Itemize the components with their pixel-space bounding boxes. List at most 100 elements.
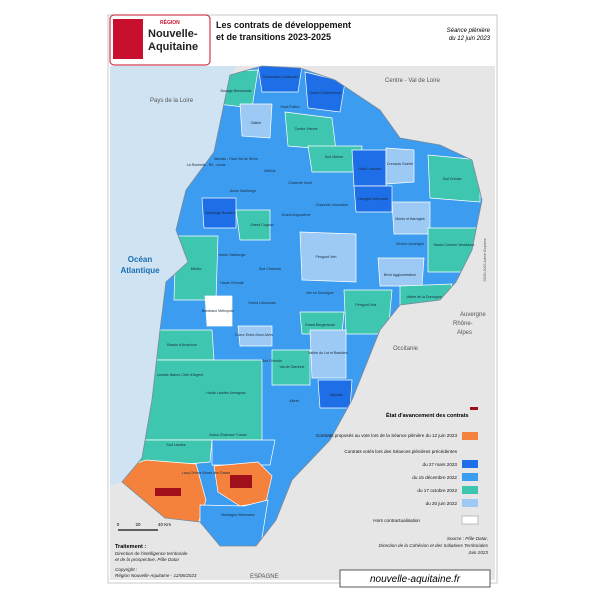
- legend-item: Hors contractualisation: [373, 518, 420, 523]
- url[interactable]: nouvelle-aquitaine.fr: [370, 574, 461, 585]
- neighbor-label: ESPAGNE: [250, 574, 279, 580]
- sea: [110, 66, 238, 485]
- territory-label: Limoges Métropole: [358, 197, 389, 201]
- ocean-label: Atlantique: [120, 266, 160, 275]
- legend-swatch: [462, 473, 478, 481]
- territory-label: Bocage Bressuirais: [221, 89, 252, 93]
- territory-label: Val de Garonne: [280, 365, 305, 369]
- neighbor-label: Pays de la Loire: [150, 98, 194, 104]
- territory-label: La Rochelle - Ré - Aunis: [187, 163, 226, 167]
- territory-label: Aunis Saintonge: [230, 189, 256, 193]
- territory-label: Coeur Entre-Deux-Mers: [235, 333, 273, 337]
- scale-label: 40 Km: [158, 522, 171, 527]
- neighbor-label: Occitanie: [393, 346, 419, 352]
- credit: ©IGN 2023 Admin Express: [483, 238, 487, 281]
- logo-text: Aquitaine: [148, 41, 198, 53]
- session: Séance plénière: [447, 28, 491, 34]
- legend-subtitle: Contrats votés lors des Séances plénière…: [344, 449, 457, 454]
- territory-label: Adour Chalosse Tursan: [209, 433, 247, 437]
- territory-label: Creusois Guéret: [387, 162, 413, 166]
- title: et de transitions 2023-2025: [216, 32, 331, 42]
- territory-label: Gâtine: [251, 121, 262, 125]
- territory-label: Grand Bergeracois: [305, 323, 335, 327]
- label-box: [230, 475, 252, 488]
- legend-item: du 17 octobre 2022: [417, 488, 457, 493]
- legend-title: État d'avancement des contrats: [386, 411, 469, 419]
- territory-label: Sud Creuse: [443, 177, 462, 181]
- treatment: Direction de l'intelligence territoriale: [115, 551, 188, 556]
- label-box: [155, 488, 181, 496]
- legend-swatch: [462, 499, 478, 507]
- legend-swatch: [462, 460, 478, 468]
- territory-label: Vallée du Lot et Bastides: [308, 351, 348, 355]
- logo-text: Nouvelle-: [148, 28, 198, 40]
- title: Les contrats de développement: [216, 20, 351, 30]
- territory-label: Charente Limousine: [316, 203, 348, 207]
- source: Source : Pôle Datar,: [447, 536, 488, 541]
- url-box: [339, 569, 491, 588]
- territories: [122, 66, 482, 546]
- territory-label: Grand Libournais: [248, 301, 276, 305]
- territory-label: Montagne Béarnaise: [221, 513, 254, 517]
- legend-item: du 15 décembre 2022: [412, 475, 457, 480]
- region-outline: [121, 65, 483, 547]
- territory-label: Haut Limousin: [359, 167, 382, 171]
- territory-label: Lacq Orthez Béarn des Gaves: [182, 471, 231, 475]
- territory-label: Grand Châtellerault: [309, 91, 340, 95]
- territory-label: Centre Vienne: [295, 127, 318, 131]
- territory-label: Mellois: [264, 169, 275, 173]
- territory-label: Haute Gironde: [220, 281, 243, 285]
- neighbor-label: Centre - Val de Loire: [385, 78, 441, 84]
- source: Juin 2023: [467, 550, 488, 555]
- territory-label: Sud Vienne: [325, 155, 344, 159]
- legend-item: du 20 juin 2022: [426, 501, 458, 506]
- territory-label: Brive Agglomération: [384, 273, 416, 277]
- territory-label: Bordeaux Métropole: [202, 309, 234, 313]
- logo-emblem: [113, 19, 143, 59]
- neighbor-label: Alpes: [457, 330, 472, 336]
- legend-item: du 27 mars 2023: [423, 462, 458, 467]
- territory-label: Périgord Vert: [316, 255, 337, 259]
- territory-label: Bassin d'Arcachon: [167, 343, 197, 347]
- territory-label: Monts et Barrages: [395, 217, 425, 221]
- territory-label: Haute Landes Armagnac: [206, 391, 246, 395]
- territory-label: Grand Angoulême: [282, 213, 311, 217]
- logo-top: RÉGION: [160, 18, 180, 26]
- territory-label: Albret: [289, 399, 298, 403]
- territory-label: Niortais - Haut Val de Sèvre: [214, 157, 258, 161]
- territory-label: Agenais: [330, 393, 343, 397]
- copyright: Région Nouvelle-Aquitaine - 12/06/2023: [115, 573, 197, 578]
- territory-label: Grand Cognac: [250, 223, 274, 227]
- territory-label: Sud Landes: [166, 443, 185, 447]
- territory-label: Landes Nature Côte d'Argent: [157, 373, 203, 377]
- territory-label: Médoc: [191, 267, 202, 271]
- scale-label: 0: [117, 522, 120, 527]
- territory-label: Vallée de la Dordogne: [406, 295, 441, 299]
- territory-label: Thouarsais-Loudunais: [262, 75, 298, 79]
- legend-swatch: [462, 486, 478, 494]
- neighbor-label: Auvergne: [460, 312, 486, 318]
- territory-label: Saintonge Romane: [205, 211, 236, 215]
- territory-labels: Thouarsais-Loudunais Bocage Bressuirais Gr…: [157, 75, 475, 517]
- territory-label: Charente Nord: [288, 181, 312, 185]
- territory-label: Périgord Noir: [355, 303, 377, 307]
- territory-label: Haute Saintonge: [219, 253, 246, 257]
- territory-label: Sud Gironde: [262, 359, 282, 363]
- treatment: Traitement :: [115, 544, 146, 550]
- ocean-label: Océan: [128, 255, 153, 264]
- scale-label: 20: [135, 522, 141, 527]
- neighbor-label: Rhône-: [453, 321, 473, 327]
- session: du 12 juin 2023: [449, 36, 491, 42]
- copyright: Copyright :: [115, 567, 138, 572]
- legend-swatch: [461, 515, 479, 525]
- territory-label: Isle en Dordogne: [306, 291, 333, 295]
- source: Direction de la Cohésion et des Initiati…: [379, 543, 489, 548]
- treatment: et de la prospective, Pôle Datar: [115, 557, 180, 562]
- legend-item: Contrats proposés au vote lors de la Séa…: [316, 433, 457, 438]
- territory-label: Haute-Corrèze Ventadour: [434, 243, 476, 247]
- territory-label: Vézère-Auvergne: [396, 242, 424, 246]
- territory-label: Sud Charente: [259, 267, 281, 271]
- territory-label: Haut-Poitou: [281, 105, 300, 109]
- legend-swatch: [470, 407, 478, 410]
